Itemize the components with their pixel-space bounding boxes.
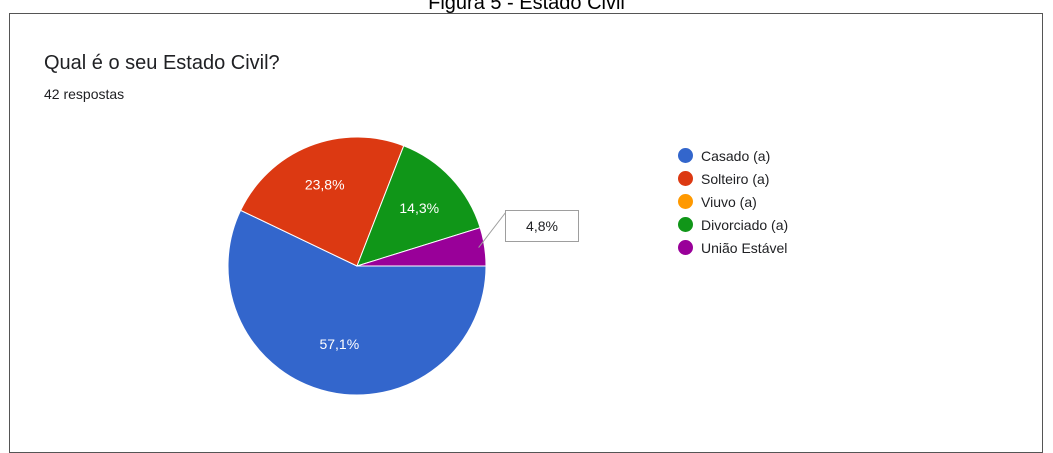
slice-label-solteiro-a: 23,8% [305,176,345,192]
legend-swatch-divorciado-a [678,217,693,232]
pie-chart: 57,1% 23,8% 14,3% [227,136,507,396]
legend-swatch-uniao-estavel [678,240,693,255]
callout-leader-line [478,211,507,248]
legend-swatch-solteiro-a [678,171,693,186]
chart-legend: Casado (a) Solteiro (a) Viuvo (a) Divorciad… [678,144,788,259]
callout-label-uniao-estavel: 4,8% [505,210,579,242]
legend-swatch-casado-a [678,148,693,163]
response-count: 42 respostas [44,86,125,102]
legend-label-solteiro-a: Solteiro (a) [701,170,770,187]
legend-item-casado-a: Casado (a) [678,144,788,167]
legend-swatch-viuvo-a [678,194,693,209]
legend-label-casado-a: Casado (a) [701,147,771,164]
slice-label-divorciado-a: 14,3% [399,200,439,216]
pie-slice-divorciado-a [356,145,481,267]
legend-item-viuvo-a: Viuvo (a) [678,190,788,213]
legend-label-uniao-estavel: União Estável [701,239,788,256]
legend-item-uniao-estavel: União Estável [678,236,788,259]
legend-label-divorciado-a: Divorciado (a) [701,216,789,233]
legend-item-divorciado-a: Divorciado (a) [678,213,788,236]
legend-label-viuvo-a: Viuvo (a) [701,193,757,210]
legend-item-solteiro-a: Solteiro (a) [678,167,788,190]
pie-slice-casado-a [227,209,487,396]
figure-caption: Figura 5 - Estado Civil [428,0,625,14]
question-title: Qual é o seu Estado Civil? [44,52,280,74]
pie-slice-uniao-estavel [356,227,487,267]
slice-label-casado-a: 57,1% [319,336,359,352]
pie-slice-solteiro-a [239,136,405,267]
